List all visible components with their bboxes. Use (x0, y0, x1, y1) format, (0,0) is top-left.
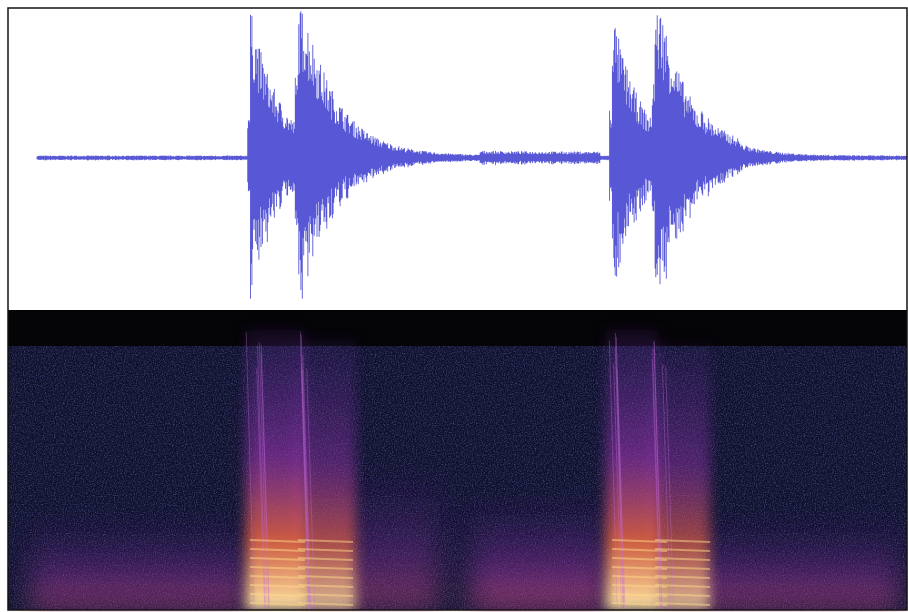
energy-region (470, 500, 610, 610)
page: (() => { const data = JSON.parse(documen… (0, 0, 908, 612)
audio-view (0, 0, 908, 612)
energy-region (30, 520, 250, 610)
spectrogram-top-band (8, 310, 907, 346)
